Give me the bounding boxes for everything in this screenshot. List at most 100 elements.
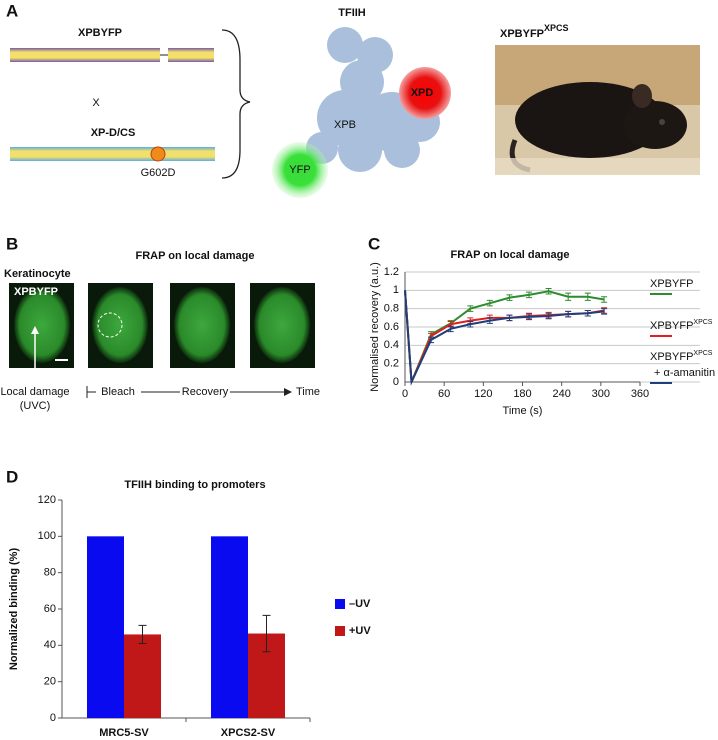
error-bar [467, 305, 474, 312]
y-axis-label: Normalised recovery (a.u.) [369, 262, 381, 392]
error-bar [545, 288, 552, 295]
y-tick-label: 80 [44, 567, 56, 579]
panel-a: A XPBYFP X XP-D/CS G602D TFIIH XPD XPB Y… [6, 1, 700, 198]
mouse-label: XPBYFPXPCS [500, 23, 569, 40]
subunit-label: YFP [289, 164, 310, 176]
mouse-name: XPBYFP [500, 28, 544, 40]
error-bar [428, 336, 435, 344]
error-bar [467, 321, 474, 328]
bar [211, 536, 248, 718]
panel-label: A [6, 1, 18, 20]
chromosome [10, 147, 215, 161]
timeline-label: Recovery [182, 386, 229, 398]
chart-title: TFIIH binding to promoters [124, 479, 265, 491]
legend-label: XPBYFP [650, 278, 693, 290]
y-tick-label: 0.8 [384, 303, 399, 315]
y-tick-label: 100 [38, 530, 56, 542]
x-axis-label: Time (s) [503, 405, 543, 417]
gene-label: XP-D/CS [91, 127, 136, 139]
legend-label: XPBYFPXPCS [650, 350, 713, 363]
data-line [404, 290, 605, 386]
bar [87, 536, 124, 718]
error-bar [506, 314, 513, 322]
error-bar [601, 308, 608, 315]
error-bar [526, 313, 533, 321]
data-line [404, 290, 605, 383]
x-tick-label: 180 [513, 388, 531, 400]
bar [124, 634, 161, 718]
x-tick-label: 300 [592, 388, 610, 400]
damage-arrowhead [31, 326, 39, 334]
cross-symbol: X [92, 97, 100, 109]
y-axis-label: Normalized binding (%) [8, 548, 20, 671]
y-tick-label: 0.6 [384, 321, 399, 333]
x-tick-label: 240 [552, 388, 570, 400]
error-bar [506, 294, 513, 301]
legend-label: –UV [349, 598, 371, 610]
y-tick-label: 1 [393, 284, 399, 296]
x-tick-label: 0 [402, 388, 408, 400]
xpd-subunit [399, 67, 451, 119]
mouse-photo [495, 45, 700, 175]
timeline-label: Bleach [101, 386, 135, 398]
y-tick-label: 60 [44, 603, 56, 615]
y-tick-label: 0 [50, 712, 56, 724]
legend-name: XPBYFP [650, 320, 693, 332]
error-bar [447, 325, 454, 333]
error-bar [486, 317, 493, 324]
x-tick-label: 60 [438, 388, 450, 400]
y-tick-label: 0.2 [384, 358, 399, 370]
legend-name: XPBYFP [650, 278, 693, 290]
microscopy-images [9, 283, 315, 368]
image-label: XPBYFP [14, 286, 58, 298]
subunit-label: XPD [411, 87, 434, 99]
legend-label: XPBYFPXPCS [650, 319, 713, 332]
error-bar [262, 614, 271, 653]
legend-swatch [335, 599, 345, 609]
gene-label: XPBYFP [78, 27, 122, 39]
legend-name: XPBYFP [650, 351, 693, 363]
legend-label: +UV [349, 625, 371, 637]
damage-label: (UVC) [20, 400, 51, 412]
brace [221, 29, 251, 179]
x-tick-label: 120 [474, 388, 492, 400]
error-bar [486, 299, 493, 307]
y-tick-label: 0.4 [384, 339, 399, 351]
y-tick-label: 0 [393, 376, 399, 388]
y-tick-label: 120 [38, 494, 56, 506]
x-tick-label: 360 [631, 388, 649, 400]
mouse-superscript: XPCS [544, 23, 569, 33]
error-bar [138, 624, 147, 645]
panel-label: C [368, 234, 380, 253]
error-bar [545, 312, 552, 320]
y-tick-label: 1.2 [384, 266, 399, 278]
chart-title: FRAP on local damage [451, 249, 570, 261]
panel-label: B [6, 234, 18, 253]
legend-superscript: XPCS [693, 319, 712, 326]
timeline-label: Time [296, 386, 320, 398]
legend-superscript: XPCS [693, 350, 712, 357]
damage-label: Local damage [0, 386, 69, 398]
y-tick-label: 40 [44, 639, 56, 651]
error-bar [601, 296, 608, 303]
subunit-label: XPB [334, 119, 356, 131]
data-line [404, 290, 605, 383]
panel-b: B FRAP on local damage Keratinocyte XPBY… [0, 234, 320, 411]
error-bar [565, 292, 572, 301]
timeline-arrowhead [284, 388, 292, 396]
x-tick-label: XPCS2-SV [221, 727, 276, 739]
panel-title: FRAP on local damage [136, 250, 255, 262]
legend-swatch [335, 626, 345, 636]
chromosome [168, 48, 214, 62]
complex-label: TFIIH [338, 7, 366, 19]
mutation-label: G602D [141, 167, 176, 179]
cell-type: Keratinocyte [4, 268, 71, 280]
error-bar [565, 310, 572, 318]
legend-label-extra: + α-amanitin [654, 367, 715, 379]
x-tick-label: MRC5-SV [99, 727, 149, 739]
mutation-marker [150, 146, 166, 162]
chromosome [10, 48, 160, 62]
error-bar [526, 291, 533, 299]
